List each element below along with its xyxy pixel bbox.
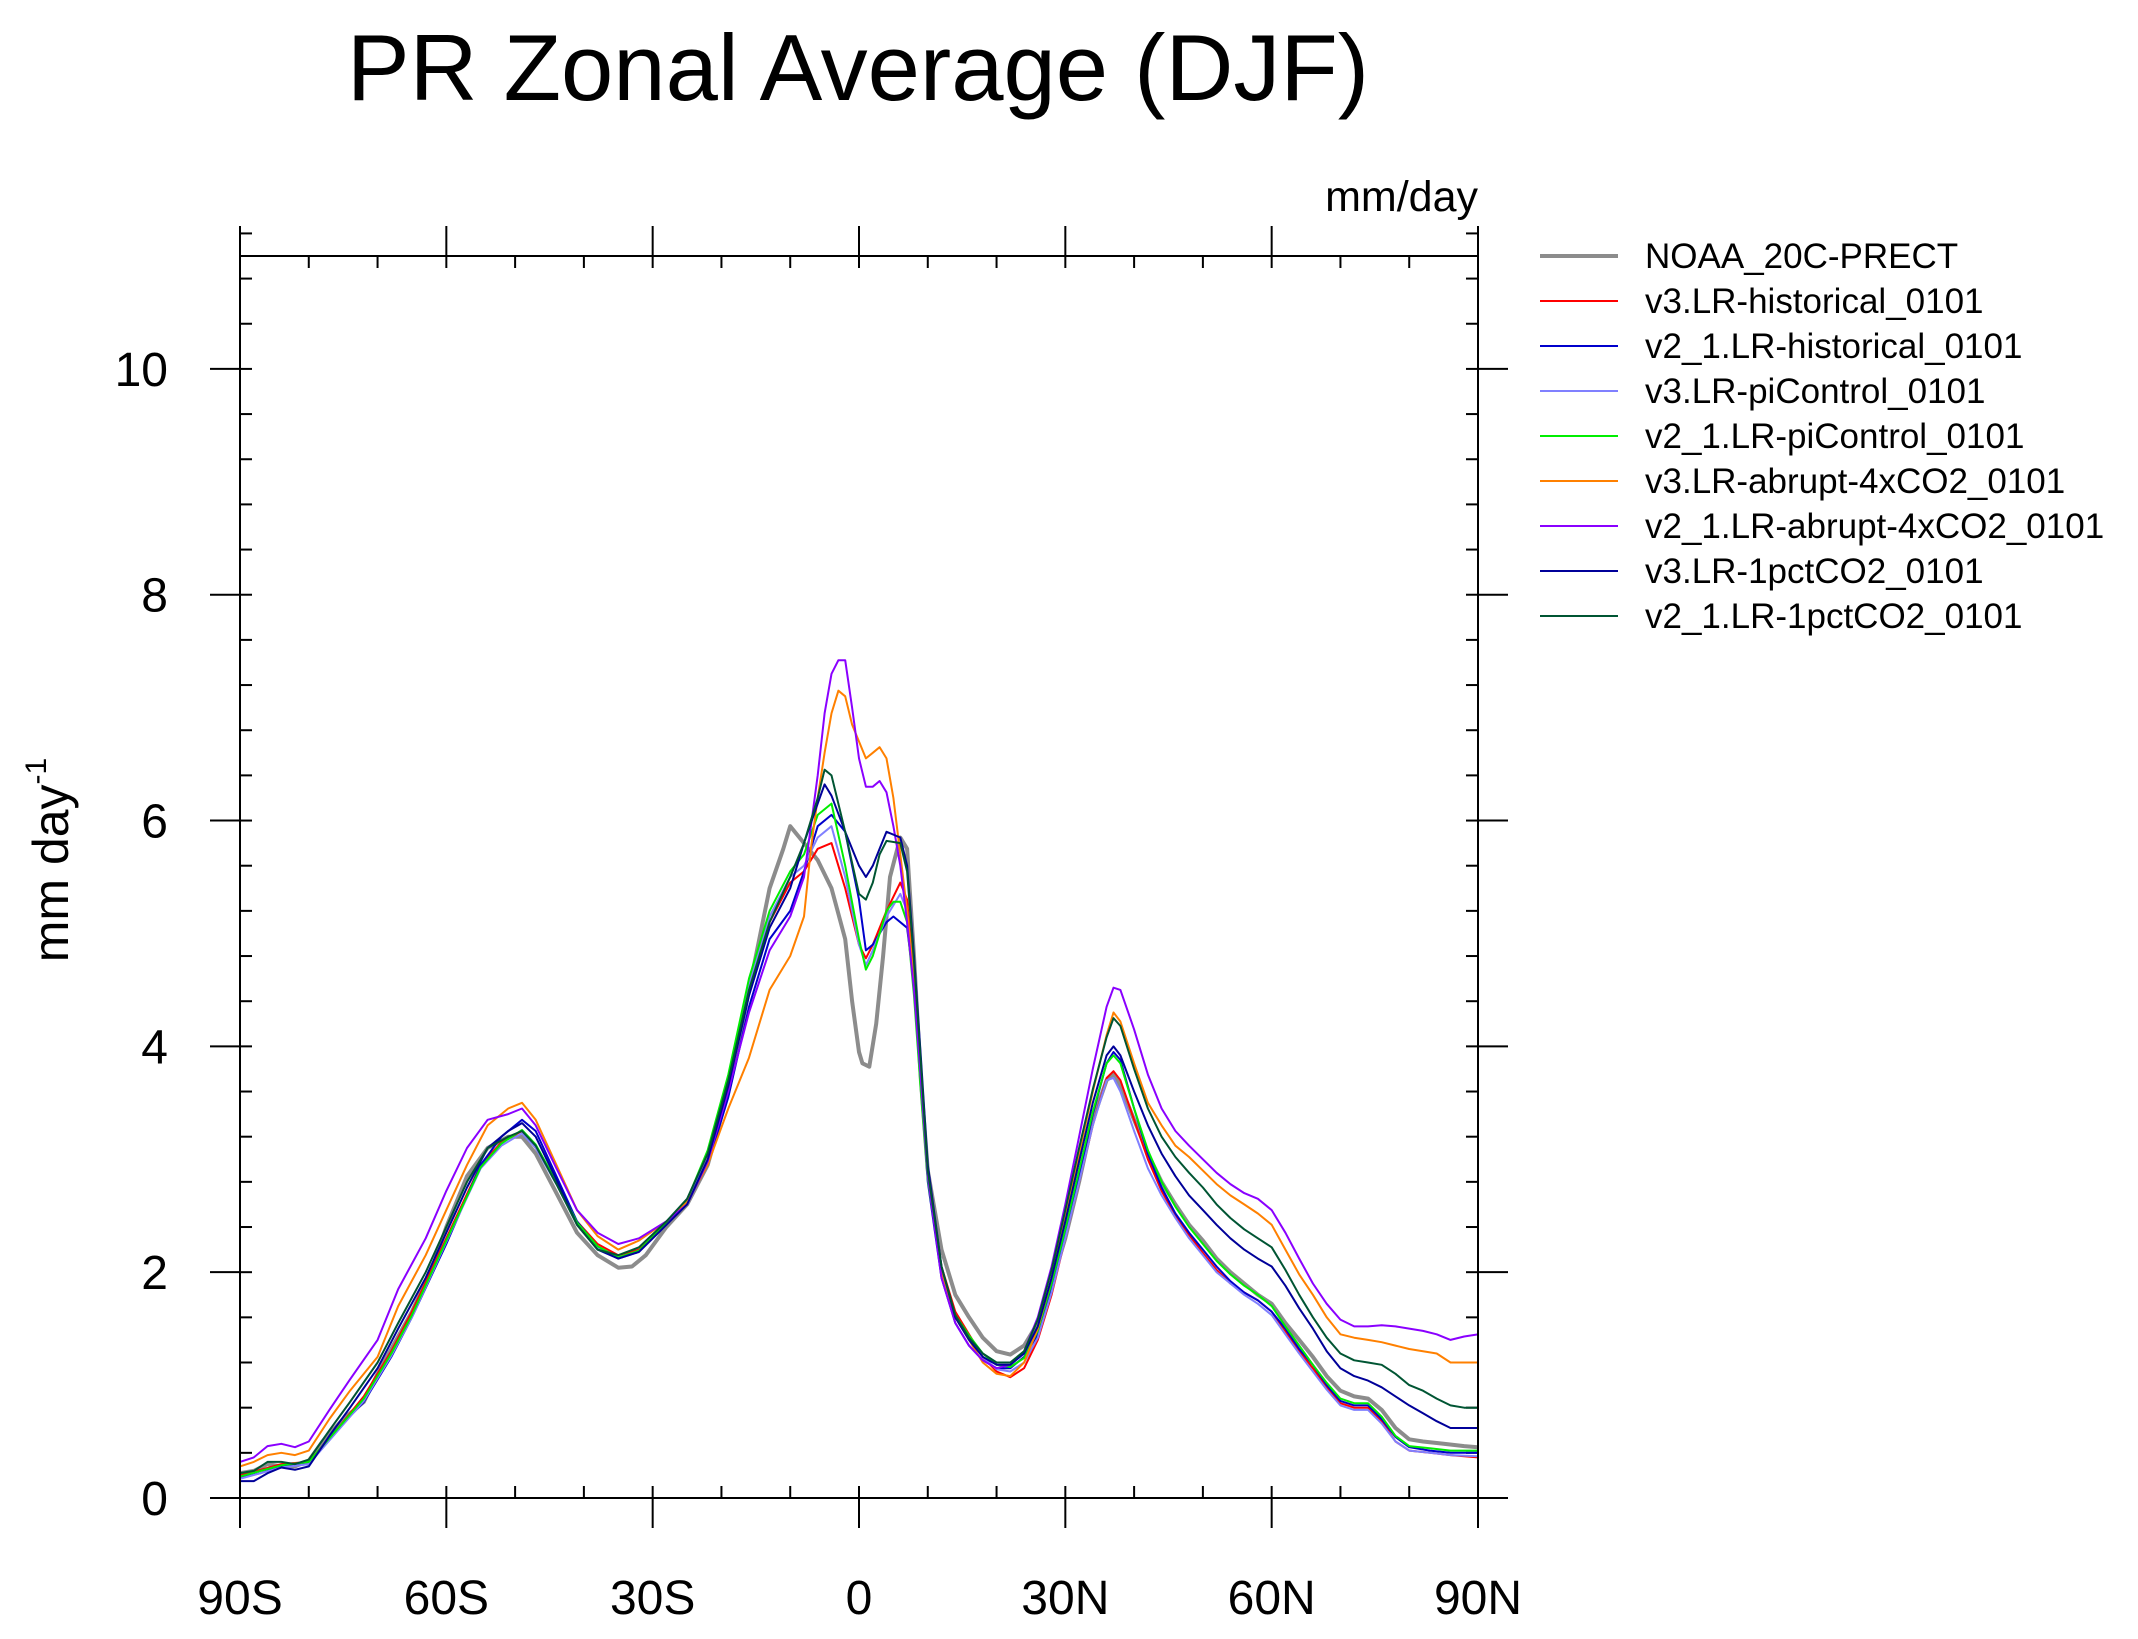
legend-label: v3.LR-1pctCO2_0101 — [1645, 552, 1984, 591]
legend-label: v3.LR-piControl_0101 — [1645, 372, 1985, 411]
y-tick-labels: 0 2 4 6 8 10 — [115, 344, 168, 1526]
x-tick-label: 30S — [610, 1572, 695, 1625]
x-tick-label: 30N — [1021, 1572, 1109, 1625]
series-line — [240, 659, 1478, 1463]
x-tick-label: 90N — [1434, 1572, 1522, 1625]
legend: NOAA_20C-PRECT v3.LR-historical_0101 v2_1.… — [1540, 237, 2104, 636]
y-axis-label: mm day-1 — [20, 758, 79, 963]
y-tick-label: 2 — [141, 1247, 168, 1300]
x-tick-label: 60S — [404, 1572, 489, 1625]
legend-label: v2_1.LR-piControl_0101 — [1645, 417, 2024, 456]
x-tick-label: 90S — [197, 1572, 282, 1625]
y-tick-label: 0 — [141, 1473, 168, 1526]
units-label: mm/day — [1325, 173, 1478, 221]
legend-label: v3.LR-abrupt-4xCO2_0101 — [1645, 462, 2065, 501]
y-tick-label: 10 — [115, 344, 168, 397]
series-line — [240, 768, 1478, 1475]
y-tick-label: 4 — [141, 1021, 168, 1074]
legend-label: NOAA_20C-PRECT — [1645, 237, 1958, 276]
chart-title: PR Zonal Average (DJF) — [347, 15, 1369, 120]
series-line — [240, 825, 1478, 1480]
legend-label: v3.LR-historical_0101 — [1645, 282, 1984, 321]
series-line — [240, 813, 1478, 1479]
series-line — [240, 689, 1478, 1468]
series-line — [240, 824, 1478, 1476]
legend-label: v2_1.LR-abrupt-4xCO2_0101 — [1645, 507, 2104, 546]
y-axis-label-text: mm day — [23, 784, 79, 962]
major-ticks — [210, 226, 1508, 1528]
x-tick-label: 60N — [1228, 1572, 1316, 1625]
y-tick-label: 6 — [141, 796, 168, 849]
legend-label: v2_1.LR-historical_0101 — [1645, 327, 2022, 366]
series-lines — [240, 659, 1478, 1483]
legend-label: v2_1.LR-1pctCO2_0101 — [1645, 597, 2022, 636]
plot-frame — [239, 255, 1479, 1499]
y-axis-label-exponent: -1 — [20, 758, 53, 785]
series-line — [240, 783, 1478, 1483]
x-tick-label: 0 — [846, 1572, 873, 1625]
y-tick-label: 8 — [141, 570, 168, 623]
x-tick-labels: 90S 60S 30S 0 30N 60N 90N — [197, 1572, 1522, 1625]
